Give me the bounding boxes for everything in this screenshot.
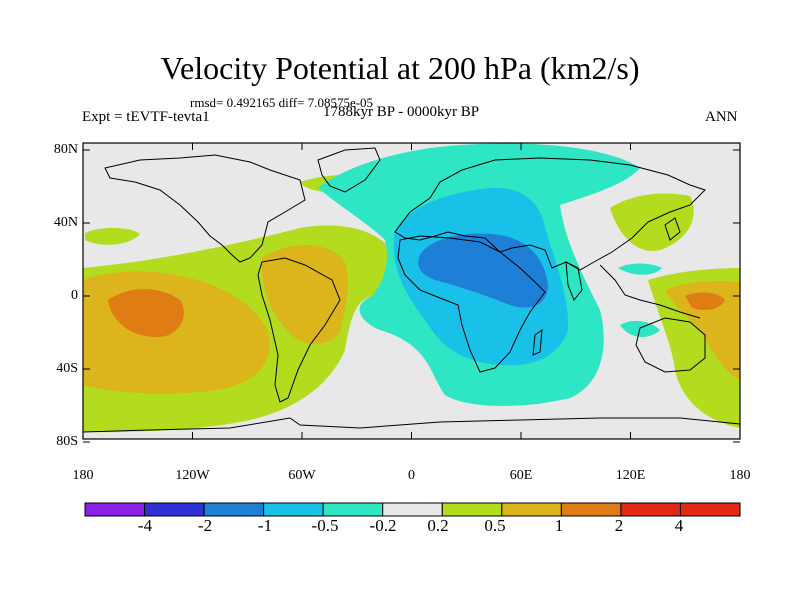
contour-core-pacific xyxy=(108,289,184,338)
page-title: Velocity Potential at 200 hPa (km2/s) xyxy=(160,50,640,86)
colorbar-box xyxy=(679,502,741,517)
lat-tick-label: 80N xyxy=(53,142,78,157)
colorbar-label: -1 xyxy=(257,516,273,535)
lon-tick-label: 120W xyxy=(175,468,210,483)
colorbar-box xyxy=(560,502,622,517)
lon-tick-label: 180 xyxy=(72,468,94,483)
coastline-antarctica xyxy=(82,417,741,433)
colorbar-box xyxy=(382,502,443,517)
colorbar-label: -0.5 xyxy=(311,516,339,535)
coastline-africa xyxy=(397,235,546,373)
colorbar-box xyxy=(620,502,681,517)
colorbar-box xyxy=(501,502,562,517)
contour-negative-siberia xyxy=(618,263,662,275)
contour-fills xyxy=(83,143,740,433)
lon-tick-label: 0 xyxy=(408,468,415,483)
season-label: ANN xyxy=(705,109,738,125)
colorbar-label: 1 xyxy=(554,516,564,535)
lon-tick-label: 60W xyxy=(288,468,316,483)
colorbar-label: 4 xyxy=(674,516,684,535)
colorbar-box xyxy=(441,502,503,517)
coastlines xyxy=(82,147,741,433)
coastline-southeast-asia xyxy=(599,264,701,319)
lon-tick-label: 60E xyxy=(509,468,533,483)
contour-negative-blue xyxy=(418,233,548,308)
contour-core-indonesia xyxy=(685,292,725,310)
contour-positive-north-atlantic xyxy=(85,227,140,245)
lon-tick-label: 180 xyxy=(729,468,751,483)
coastline-japan xyxy=(664,217,681,241)
colorbar-box xyxy=(263,502,324,517)
colorbar-box xyxy=(322,502,384,517)
coastline-australia xyxy=(635,317,706,373)
coastline-greenland xyxy=(317,147,381,193)
lon-ticks xyxy=(82,143,741,439)
experiment-label: Expt = tEVTF-tevta1 xyxy=(82,109,210,125)
contour-orange-indonesia xyxy=(665,280,740,380)
colorbar-label: -2 xyxy=(197,516,213,535)
coastline-eurasia xyxy=(394,157,706,271)
coastline-south-america xyxy=(257,257,341,403)
lat-tick-label: 80S xyxy=(56,434,78,449)
lon-tick-label: 120E xyxy=(615,468,646,483)
lat-tick-label: 40N xyxy=(53,215,78,230)
lat-ticks xyxy=(83,149,740,443)
period-label: 1788kyr BP - 0000kyr BP xyxy=(323,104,480,120)
colorbar-box xyxy=(203,502,265,517)
colorbar-box xyxy=(144,502,205,517)
contour-orange-atlantic xyxy=(261,244,348,344)
coastline-india xyxy=(565,261,583,301)
stats-label: rmsd= 0.492165 diff= 7.08575e-05 xyxy=(190,95,374,110)
colorbar-label: -4 xyxy=(137,516,153,535)
colorbar xyxy=(84,502,741,517)
colorbar-label: 0.5 xyxy=(484,516,506,535)
colorbar-label: -0.2 xyxy=(369,516,397,535)
coastline-north-america xyxy=(104,154,306,263)
contour-positive-west-pacific xyxy=(610,193,694,251)
lat-tick-label: 40S xyxy=(56,361,78,376)
colorbar-label: 0.2 xyxy=(427,516,449,535)
colorbar-box xyxy=(84,502,146,517)
colorbar-label: 2 xyxy=(614,516,624,535)
coastline-madagascar xyxy=(532,328,543,356)
lat-tick-label: 0 xyxy=(71,288,78,303)
